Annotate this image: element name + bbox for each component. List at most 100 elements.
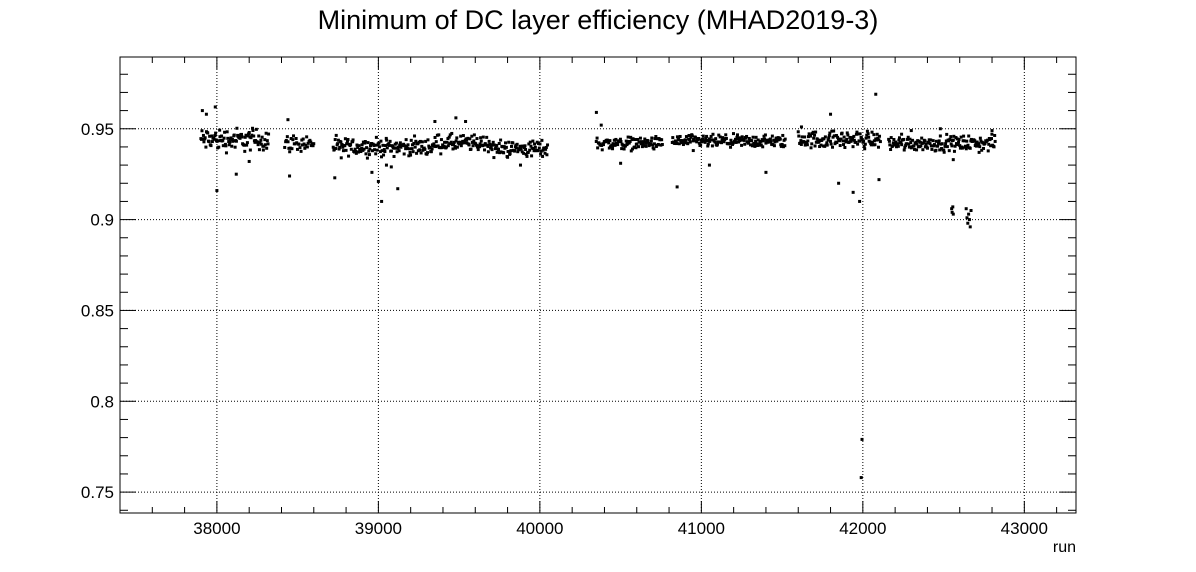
data-point — [697, 141, 701, 145]
data-point — [479, 136, 483, 140]
data-point — [871, 143, 875, 147]
data-point — [710, 138, 714, 142]
data-point — [731, 141, 735, 145]
data-point — [217, 145, 221, 149]
data-point — [638, 140, 642, 144]
data-point — [420, 144, 424, 148]
data-point — [331, 145, 335, 149]
data-point — [848, 135, 852, 139]
data-point — [973, 139, 977, 143]
data-point — [402, 152, 406, 156]
data-point — [341, 149, 345, 153]
data-point — [852, 138, 856, 142]
data-point — [843, 145, 847, 149]
data-point — [297, 142, 301, 146]
data-point — [472, 139, 476, 143]
data-point — [928, 142, 932, 146]
data-point — [912, 144, 916, 148]
data-point — [394, 141, 398, 145]
data-point — [530, 154, 534, 158]
data-point — [977, 150, 981, 154]
data-point — [367, 153, 371, 157]
data-point — [459, 144, 463, 148]
data-point — [600, 148, 604, 152]
data-point — [210, 140, 214, 144]
data-point — [887, 137, 891, 141]
data-point — [251, 128, 255, 132]
data-point — [339, 156, 343, 160]
data-point — [894, 140, 898, 144]
data-point — [220, 134, 224, 138]
data-point — [728, 142, 732, 146]
data-point — [688, 140, 692, 144]
data-point — [476, 148, 480, 152]
data-point — [629, 149, 633, 153]
data-point — [783, 137, 787, 141]
data-point — [343, 144, 347, 148]
data-point — [395, 150, 399, 154]
data-point — [967, 134, 971, 138]
data-point — [387, 143, 391, 147]
data-point — [333, 138, 337, 142]
data-point — [469, 147, 473, 151]
data-point — [215, 189, 219, 193]
data-point — [938, 127, 942, 131]
data-point — [528, 148, 532, 152]
data-point — [437, 133, 441, 137]
data-point — [523, 144, 527, 148]
data-point — [814, 130, 818, 134]
data-point — [683, 141, 687, 144]
data-point — [411, 150, 415, 154]
data-point — [839, 137, 843, 141]
data-point — [830, 129, 834, 133]
data-point — [455, 145, 459, 149]
data-point — [286, 118, 290, 122]
data-point — [902, 137, 906, 141]
data-point — [756, 138, 760, 142]
data-point — [245, 141, 249, 145]
data-point — [204, 112, 208, 116]
data-point — [869, 143, 873, 147]
data-point — [210, 134, 214, 138]
data-point — [862, 144, 866, 148]
data-point — [695, 140, 699, 144]
data-point — [745, 134, 749, 138]
data-point — [408, 147, 412, 151]
data-point — [611, 145, 615, 149]
data-point — [611, 147, 615, 151]
data-point — [208, 134, 212, 138]
data-point — [397, 145, 401, 149]
data-point — [300, 143, 304, 147]
data-point — [497, 141, 501, 145]
data-point — [989, 144, 993, 148]
data-point — [365, 146, 369, 150]
data-point — [243, 149, 247, 153]
data-point — [697, 137, 701, 140]
data-point — [966, 143, 970, 147]
data-point — [990, 129, 994, 133]
data-point — [206, 131, 210, 135]
data-point — [644, 144, 648, 148]
data-point — [990, 132, 994, 136]
data-point — [920, 136, 924, 140]
data-point — [385, 146, 389, 150]
data-point — [828, 139, 832, 143]
data-point — [800, 135, 804, 139]
data-point — [942, 150, 946, 154]
data-point — [454, 139, 458, 143]
data-point — [755, 142, 759, 146]
data-point — [870, 140, 874, 144]
data-point — [834, 134, 838, 137]
data-point — [907, 145, 911, 149]
data-point — [396, 187, 400, 191]
data-point — [717, 133, 721, 137]
data-point — [692, 138, 696, 142]
data-point — [230, 137, 234, 141]
data-point — [856, 142, 860, 146]
data-point — [501, 145, 505, 149]
data-point — [295, 141, 299, 145]
data-point — [952, 134, 956, 138]
data-point — [339, 140, 343, 144]
data-point — [524, 147, 528, 151]
data-point — [768, 137, 772, 141]
